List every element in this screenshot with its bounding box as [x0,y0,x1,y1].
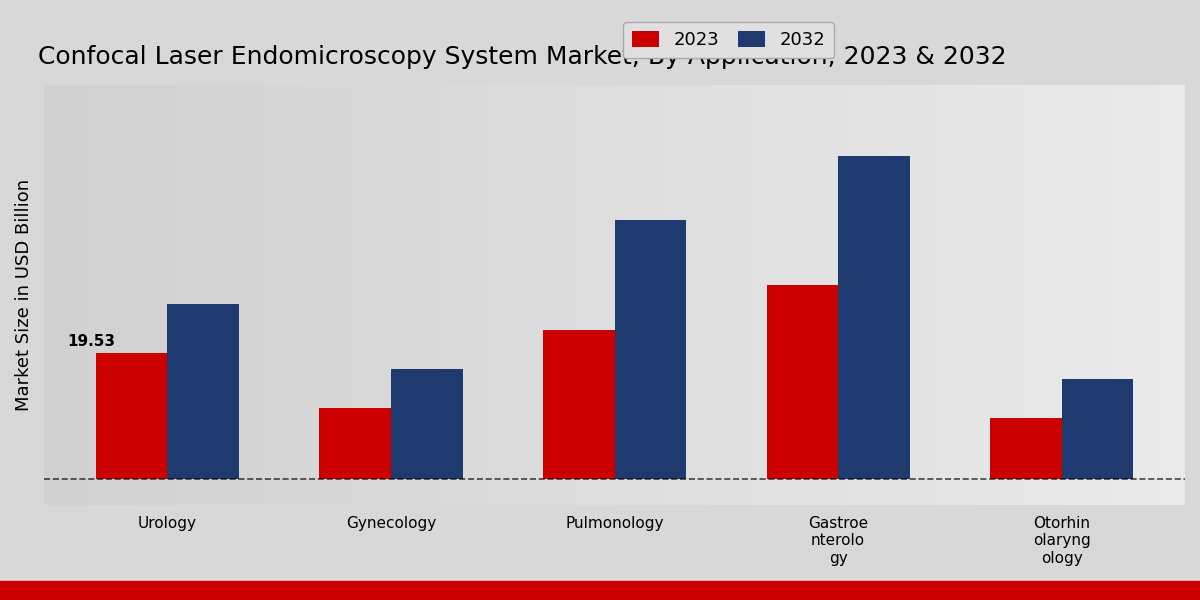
Bar [544,330,614,479]
Y-axis label: Market Size in USD Billion: Market Size in USD Billion [14,179,34,411]
Text: Confocal Laser Endomicroscopy System Market, By Application, 2023 & 2032: Confocal Laser Endomicroscopy System Mar… [38,44,1007,68]
Legend: 2023, 2032: 2023, 2032 [623,22,834,58]
Bar [1062,379,1133,479]
Bar [614,220,686,479]
Bar [838,155,910,479]
Text: 19.53: 19.53 [67,334,115,349]
Bar [767,285,838,479]
Bar [319,408,391,479]
Bar [168,304,239,479]
Bar [96,353,168,479]
Bar [990,418,1062,479]
Bar [391,369,462,479]
